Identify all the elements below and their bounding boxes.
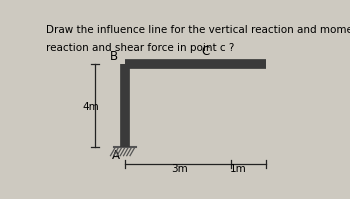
Text: Draw the influence line for the vertical reaction and moment: Draw the influence line for the vertical… xyxy=(47,25,350,35)
Text: 3m: 3m xyxy=(171,164,188,174)
Text: 4m: 4m xyxy=(83,102,100,112)
Text: B: B xyxy=(110,50,118,63)
Text: reaction and shear force in point c ?: reaction and shear force in point c ? xyxy=(47,43,235,53)
Text: 1m: 1m xyxy=(229,164,246,174)
Text: C: C xyxy=(201,45,209,58)
Text: A: A xyxy=(112,149,120,162)
